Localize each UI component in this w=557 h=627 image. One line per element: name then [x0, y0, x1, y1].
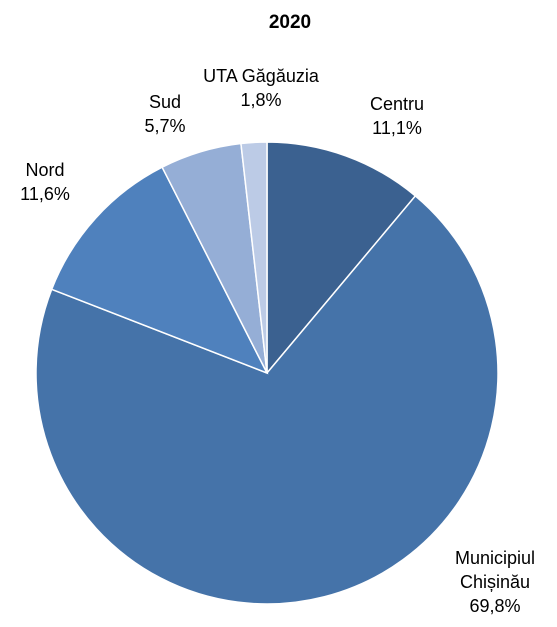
value-label: 11,6%	[20, 184, 70, 204]
slice-label: Centru 11,1%	[337, 92, 457, 140]
pie-slice	[240, 141, 268, 374]
value-label: 69,8%	[469, 596, 521, 616]
category-label: Nord	[25, 160, 65, 180]
value-label: 1,8%	[240, 90, 282, 110]
slice-label: Municipiul Chișinău 69,8%	[440, 546, 550, 618]
slice-label: Sud 5,7%	[125, 90, 205, 138]
slice-label: UTA Găgăuzia 1,8%	[191, 64, 331, 112]
pie-slice	[35, 194, 499, 605]
category-label: Municipiul Chișinău	[454, 548, 536, 592]
value-label: 5,7%	[144, 116, 186, 136]
pie-slice	[50, 166, 269, 375]
value-label: 11,1%	[372, 118, 422, 138]
slice-label: Nord 11,6%	[5, 158, 85, 206]
category-label: UTA Găgăuzia	[203, 66, 319, 86]
category-label: Sud	[148, 92, 182, 112]
category-label: Centru	[369, 94, 425, 114]
pie-slice	[266, 141, 417, 376]
chart-title: 2020	[268, 12, 312, 33]
